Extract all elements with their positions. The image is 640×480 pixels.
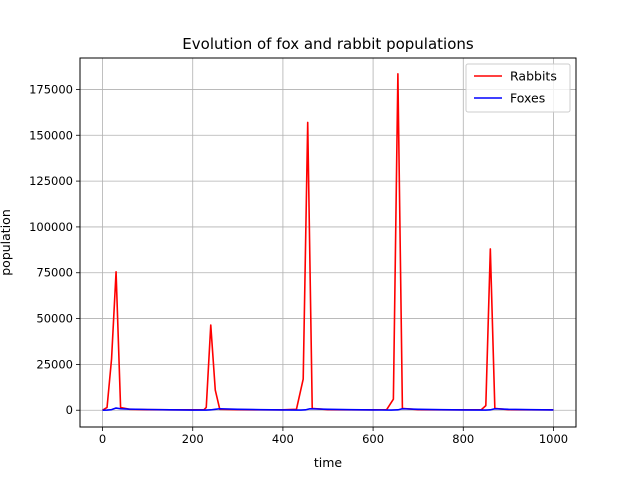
series-lines [102,73,554,412]
y-tick-label: 175000 [29,82,73,96]
x-tick-label: 0 [99,432,106,446]
grid [80,58,576,427]
plot-frame [79,57,577,428]
y-tick-label: 125000 [29,174,73,188]
axis-ticks: 0 200 400 600 800 1000 0 25000 50000 75000 100000 1… [29,82,568,446]
series-line-foxes [102,407,554,412]
y-tick-label: 50000 [36,312,73,326]
y-tick-label: 100000 [29,220,73,234]
x-tick-label: 800 [452,432,474,446]
y-tick-label: 25000 [36,357,73,371]
x-tick-label: 200 [182,432,204,446]
y-tick-label: 150000 [29,128,73,142]
legend-label-foxes: Foxes [510,91,545,106]
legend-label-rabbits: Rabbits [510,69,557,84]
x-tick-label: 600 [362,432,384,446]
x-tick-label: 1000 [539,432,568,446]
x-tick-label: 400 [272,432,294,446]
y-tick-label: 0 [66,403,73,417]
legend: Rabbits Foxes [465,63,571,113]
y-axis-label: population [0,209,13,276]
y-tick-label: 75000 [36,266,73,280]
x-axis-label: time [314,455,343,470]
chart-title: Evolution of fox and rabbit populations [182,35,474,53]
